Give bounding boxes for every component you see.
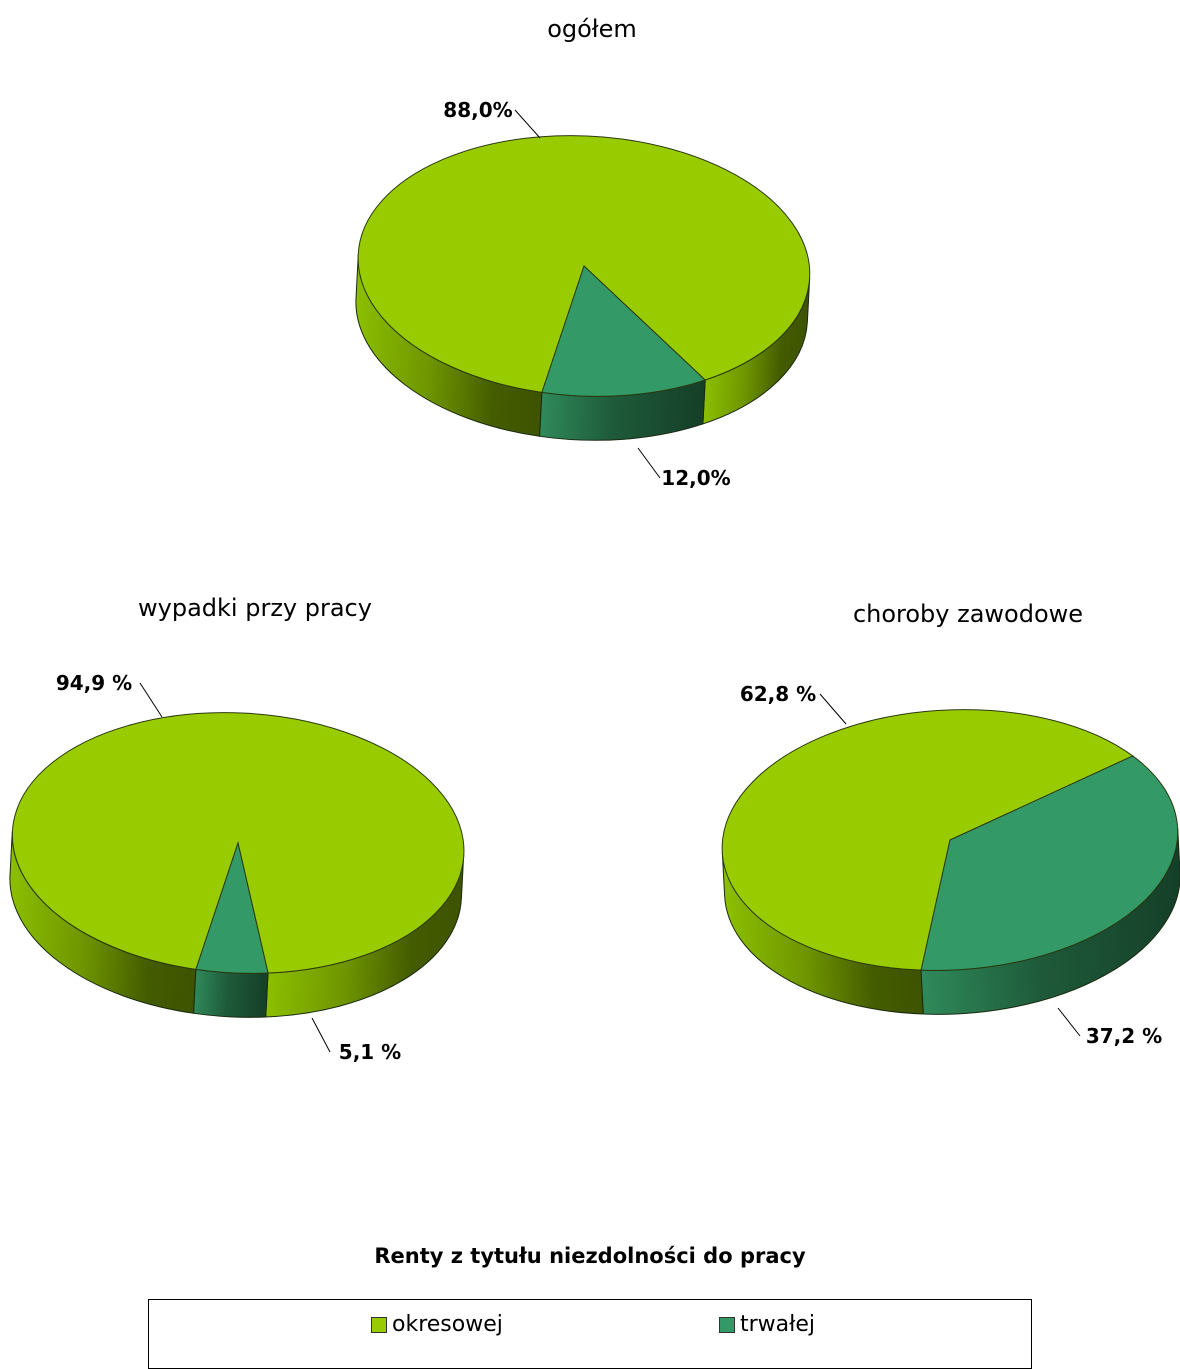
pie-slice-choroby-trwalej: [920, 755, 1179, 971]
data-label-wypadki-trwalej: 5,1 %: [339, 1040, 401, 1064]
legend: okresowej trwałej: [148, 1299, 1032, 1369]
data-label-choroby-okresowej: 62,8 %: [740, 682, 816, 706]
pie-chart-choroby: choroby zawodowe 62,8 % 37,2 %: [721, 600, 1180, 1048]
chart-title-ogolem: ogółem: [547, 15, 637, 43]
pie-chart-wypadki: wypadki przy pracy 94,9 % 5,1 %: [9, 594, 465, 1064]
data-label-wypadki-okresowej: 94,9 %: [56, 671, 132, 695]
pie-slice-ogolem-trwalej: [541, 265, 707, 397]
legend-label-trwalej: trwałej: [740, 1312, 816, 1337]
chart-title-choroby: choroby zawodowe: [853, 600, 1083, 628]
chart-title-wypadki: wypadki przy pracy: [138, 594, 372, 622]
data-label-choroby-trwalej: 37,2 %: [1086, 1024, 1162, 1048]
leader-line-wypadki-1: [311, 1017, 331, 1053]
legend-swatch-okresowej: [371, 1316, 387, 1333]
pie-slice-ogolem-okresowej: [357, 135, 811, 393]
leader-line-ogolem-0: [514, 109, 541, 139]
leader-line-choroby-0: [819, 693, 847, 725]
data-label-ogolem-okresowej: 88,0%: [443, 98, 512, 122]
legend-title: Renty z tytułu niezdolności do pracy: [374, 1244, 806, 1268]
leader-line-wypadki-0: [139, 682, 163, 718]
legend-item-trwalej: trwałej: [719, 1312, 815, 1337]
pie-charts: ogółem 88,0% 12,0% wypadki przy pracy 94,9 …: [9, 15, 1180, 1064]
legend-swatch-trwalej: [719, 1316, 735, 1333]
pie-chart-ogolem: ogółem 88,0% 12,0%: [355, 15, 811, 490]
pie-slice-wypadki-trwalej: [195, 841, 269, 974]
legend-item-okresowej: okresowej: [371, 1312, 503, 1337]
pie-wypadki-side-trwalej: [193, 968, 269, 1018]
legend-label-okresowej: okresowej: [392, 1312, 503, 1337]
pie-slice-choroby-okresowej: [721, 709, 1134, 971]
leader-line-ogolem-1: [637, 447, 661, 479]
leader-line-choroby-1: [1057, 1007, 1081, 1037]
data-label-ogolem-trwalej: 12,0%: [661, 466, 730, 490]
